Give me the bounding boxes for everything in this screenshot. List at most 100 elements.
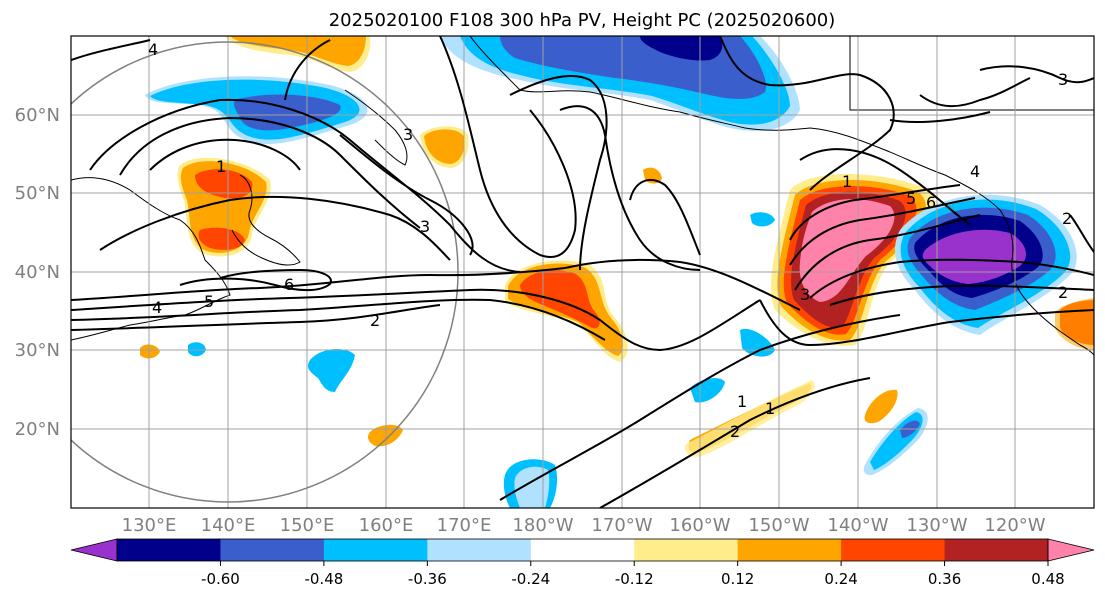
contour-label: 4 — [148, 40, 158, 59]
map-area: 4 1 3 6 4 5 2 1 3 3 2 5 6 4 3 1 1 2 2 — [71, 36, 1094, 508]
height-contour — [149, 138, 301, 171]
colorbar-tick-label: 0.36 — [928, 570, 961, 588]
height-contours — [71, 36, 1094, 508]
lon-label: 150°W — [748, 515, 809, 536]
lon-label: 120°W — [984, 515, 1045, 536]
contour-label: 2 — [1058, 283, 1068, 302]
lon-label: 150°E — [280, 515, 335, 536]
contour-label: 1 — [842, 172, 852, 191]
colorbar-frame — [116, 538, 1049, 562]
coastline-asia — [71, 177, 231, 341]
height-contour — [629, 179, 701, 256]
coastline-japan — [231, 174, 301, 266]
lon-label: 130°W — [906, 515, 967, 536]
height-contour — [1069, 214, 1094, 253]
height-contour — [979, 65, 1094, 84]
height-contour — [794, 214, 981, 291]
colorbar-swatch — [944, 539, 1049, 561]
lat-label-20n: 20°N — [15, 419, 60, 440]
lon-label: 140°W — [827, 515, 888, 536]
height-contour — [499, 314, 901, 501]
contour-label: 6 — [284, 275, 294, 294]
longitude-labels: 130°E 140°E 150°E 160°E 170°E 180°W 170°… — [122, 515, 1046, 536]
range-ring — [71, 41, 459, 503]
height-contour — [829, 284, 1094, 306]
colorbar-swatch — [737, 539, 842, 561]
colorbar-extend-low — [70, 538, 118, 562]
lon-label: 130°E — [122, 515, 177, 536]
height-contour — [889, 111, 991, 124]
lon-label: 140°E — [201, 515, 256, 536]
lon-label: 160°W — [669, 515, 730, 536]
contour-label: 1 — [765, 399, 775, 418]
coastline-kamchatka — [344, 89, 408, 166]
lat-label-60n: 60°N — [15, 105, 60, 126]
lat-label-30n: 30°N — [15, 340, 60, 361]
contour-label: 2 — [1062, 209, 1072, 228]
height-contour — [599, 377, 871, 508]
contour-label: 3 — [403, 125, 413, 144]
contour-label: 2 — [730, 422, 740, 441]
colorbar-swatch — [634, 539, 739, 561]
colorbar-tick-label: 0.24 — [824, 570, 857, 588]
contour-label: 5 — [204, 292, 214, 311]
height-contour — [759, 299, 1094, 347]
height-contour — [284, 39, 331, 101]
colorbar-extend-high — [1047, 538, 1095, 562]
contour-labels: 4 1 3 6 4 5 2 1 3 3 2 5 6 4 3 1 1 2 2 — [148, 40, 1072, 441]
lon-label: 160°E — [359, 515, 414, 536]
lat-label-40n: 40°N — [15, 262, 60, 283]
height-contour — [509, 74, 608, 271]
contour-label: 3 — [800, 285, 810, 304]
height-contour — [919, 77, 1031, 108]
colorbar-tick-label: -0.12 — [615, 570, 654, 588]
height-contour — [799, 148, 971, 226]
contour-label: 5 — [906, 189, 916, 208]
height-contour — [559, 105, 701, 271]
height-contour — [71, 304, 441, 331]
height-contour — [179, 268, 332, 292]
lat-label-50n: 50°N — [15, 183, 60, 204]
height-contour — [71, 298, 606, 341]
contour-label: 3 — [420, 217, 430, 236]
coastline-north-america — [999, 209, 1094, 356]
height-contour — [439, 36, 577, 258]
contour-label: 4 — [970, 162, 980, 181]
map-title: 2025020100 F108 300 hPa PV, Height PC (2… — [329, 10, 836, 31]
colorbar-swatch — [841, 539, 946, 561]
lon-label: 170°E — [437, 515, 492, 536]
contour-label: 3 — [1058, 70, 1068, 89]
height-contour — [789, 184, 961, 241]
colorbar-tick-label: 0.12 — [721, 570, 754, 588]
coastline-alaska — [469, 36, 1001, 211]
contour-label: 6 — [926, 193, 936, 212]
height-contour — [339, 134, 474, 256]
coastlines — [71, 36, 1094, 356]
colorbar-swatch — [323, 539, 428, 561]
contour-label: 2 — [370, 311, 380, 330]
contour-label: 4 — [152, 298, 162, 317]
colorbar-swatch — [117, 539, 221, 561]
colorbar-tick-label: -0.60 — [201, 570, 240, 588]
colorbar-tick-label: 0.48 — [1031, 570, 1064, 588]
map-frame — [70, 35, 1095, 509]
height-contour — [809, 258, 1094, 299]
colorbar-tick-label: -0.24 — [511, 570, 550, 588]
height-contour — [89, 98, 521, 273]
contour-label: 1 — [737, 392, 747, 411]
lon-label: 170°W — [591, 515, 652, 536]
colorbar: -0.60 -0.48 -0.36 -0.24 -0.12 0.12 0.24 0.36 0.4… — [70, 538, 1095, 588]
colorbar-tick-label: -0.48 — [304, 570, 343, 588]
height-contour — [71, 259, 801, 311]
height-contour — [99, 195, 451, 261]
height-contour — [119, 116, 421, 229]
colorbar-swatch — [427, 539, 532, 561]
height-contour — [71, 39, 151, 61]
colorbar-swatch — [220, 539, 325, 561]
latitude-labels: 60°N 50°N 40°N 30°N 20°N — [15, 105, 60, 440]
colorbar-tick-label: -0.36 — [408, 570, 447, 588]
height-contour — [789, 197, 976, 266]
contour-label: 1 — [216, 157, 226, 176]
lon-label: 180°W — [512, 515, 573, 536]
